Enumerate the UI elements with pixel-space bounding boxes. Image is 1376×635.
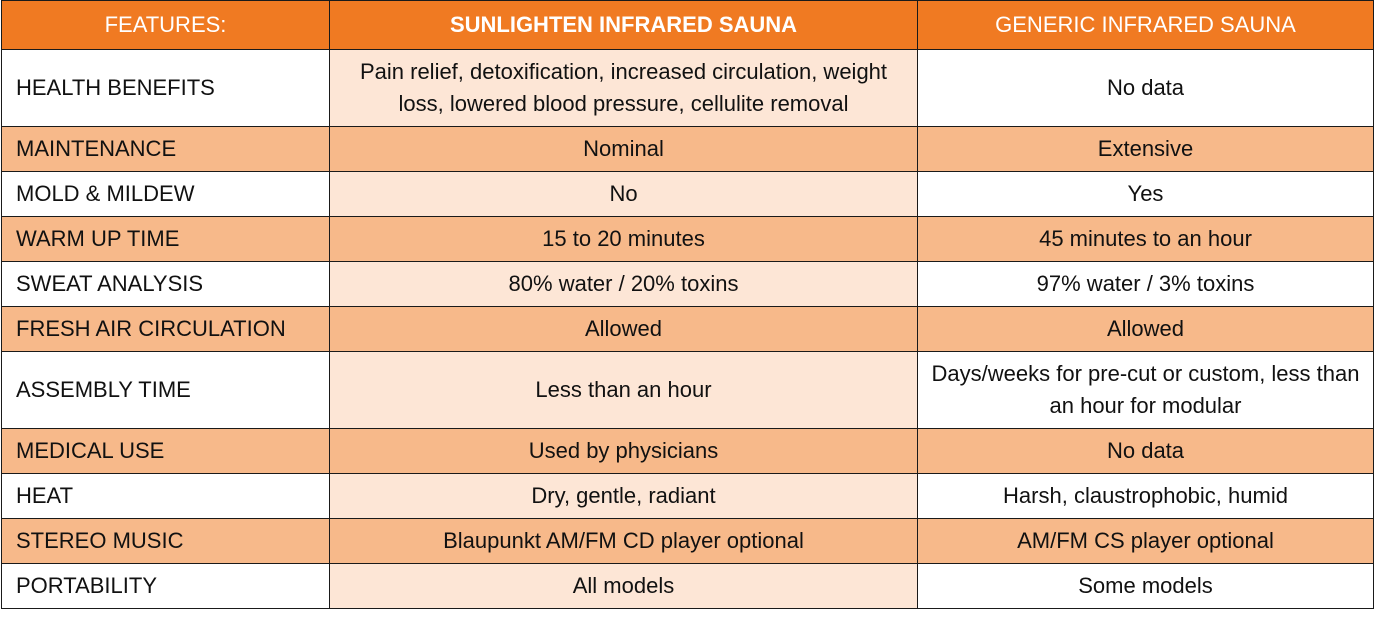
value-cell: Allowed	[917, 306, 1374, 352]
table-row: PORTABILITY All models Some models	[1, 563, 1374, 609]
table-row: STEREO MUSIC Blaupunkt AM/FM CD player op…	[1, 518, 1374, 564]
feature-cell: MAINTENANCE	[1, 126, 330, 172]
value-cell: Days/weeks for pre-cut or custom, less t…	[917, 351, 1374, 429]
comparison-table: FEATURES: SUNLIGHTEN INFRARED SAUNA GENERI…	[1, 0, 1374, 609]
table-row: WARM UP TIME 15 to 20 minutes 45 minutes t…	[1, 216, 1374, 262]
value-cell: All models	[329, 563, 918, 609]
header-cell: FEATURES:	[1, 0, 330, 50]
feature-cell: MOLD & MILDEW	[1, 171, 330, 217]
value-cell: AM/FM CS player optional	[917, 518, 1374, 564]
value-cell: No data	[917, 428, 1374, 474]
table-row: ASSEMBLY TIME Less than an hour Days/weeks…	[1, 351, 1374, 429]
value-cell: Nominal	[329, 126, 918, 172]
feature-cell: HEAT	[1, 473, 330, 519]
header-cell: SUNLIGHTEN INFRARED SAUNA	[329, 0, 918, 50]
value-cell: Blaupunkt AM/FM CD player optional	[329, 518, 918, 564]
table-row: MOLD & MILDEW No Yes	[1, 171, 1374, 217]
value-cell: Dry, gentle, radiant	[329, 473, 918, 519]
value-cell: 80% water / 20% toxins	[329, 261, 918, 307]
table-row: HEALTH BENEFITS Pain relief, detoxificati…	[1, 49, 1374, 127]
table-row: MAINTENANCE Nominal Extensive	[1, 126, 1374, 172]
feature-cell: STEREO MUSIC	[1, 518, 330, 564]
value-cell: Some models	[917, 563, 1374, 609]
value-cell: Extensive	[917, 126, 1374, 172]
value-cell: Harsh, claustrophobic, humid	[917, 473, 1374, 519]
value-cell: Allowed	[329, 306, 918, 352]
table-row: MEDICAL USE Used by physicians No data	[1, 428, 1374, 474]
feature-cell: WARM UP TIME	[1, 216, 330, 262]
value-cell: Used by physicians	[329, 428, 918, 474]
table-row: SWEAT ANALYSIS 80% water / 20% toxins 97% …	[1, 261, 1374, 307]
feature-cell: ASSEMBLY TIME	[1, 351, 330, 429]
value-cell: 45 minutes to an hour	[917, 216, 1374, 262]
value-cell: Less than an hour	[329, 351, 918, 429]
value-cell: Yes	[917, 171, 1374, 217]
value-cell: 15 to 20 minutes	[329, 216, 918, 262]
feature-cell: HEALTH BENEFITS	[1, 49, 330, 127]
value-cell: 97% water / 3% toxins	[917, 261, 1374, 307]
table-row: HEAT Dry, gentle, radiant Harsh, claustrop…	[1, 473, 1374, 519]
feature-cell: FRESH AIR CIRCULATION	[1, 306, 330, 352]
header-row: FEATURES: SUNLIGHTEN INFRARED SAUNA GENERI…	[1, 0, 1374, 50]
header-cell: GENERIC INFRARED SAUNA	[917, 0, 1374, 50]
table-row: FRESH AIR CIRCULATION Allowed Allowed	[1, 306, 1374, 352]
value-cell: No	[329, 171, 918, 217]
value-cell: Pain relief, detoxification, increased c…	[329, 49, 918, 127]
feature-cell: SWEAT ANALYSIS	[1, 261, 330, 307]
feature-cell: MEDICAL USE	[1, 428, 330, 474]
value-cell: No data	[917, 49, 1374, 127]
feature-cell: PORTABILITY	[1, 563, 330, 609]
